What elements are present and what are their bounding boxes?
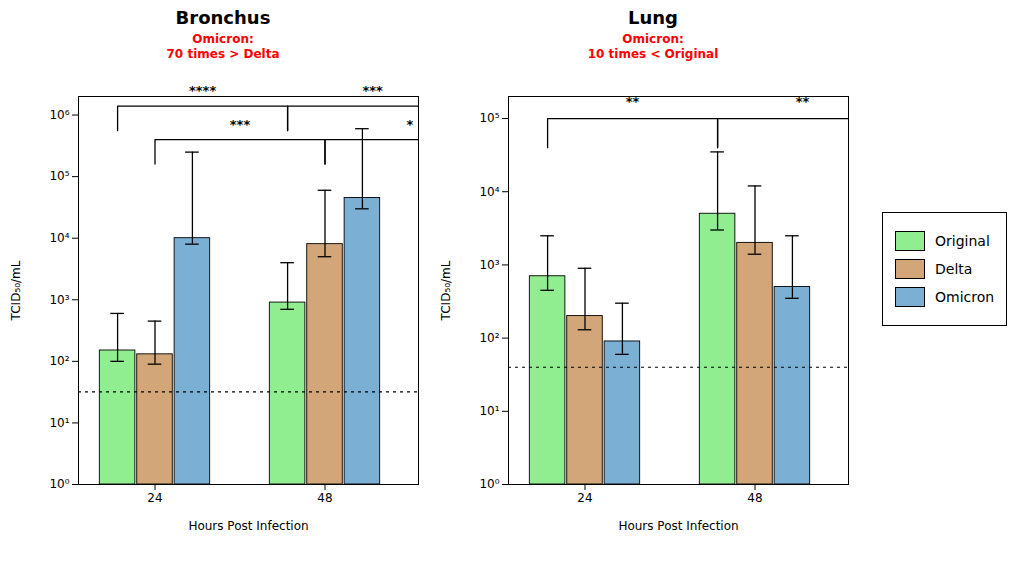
svg-text:***: *** — [362, 83, 383, 98]
html-text:Bronchus: Bronchus — [175, 7, 271, 28]
svg-text:10⁵: 10⁵ — [479, 111, 499, 125]
svg-text:Hours Post Infection: Hours Post Infection — [188, 519, 308, 533]
html-text:Omicron: Omicron — [935, 289, 995, 305]
svg-text:10⁵: 10⁵ — [49, 169, 69, 183]
svg-text:48: 48 — [747, 491, 762, 505]
svg-text:24: 24 — [147, 491, 162, 505]
svg-text:10¹: 10¹ — [479, 404, 499, 418]
html-text:Omicron: 10 times < Original: Omicron: 10 times < Original — [587, 32, 719, 61]
svg-text:****: **** — [189, 83, 216, 98]
svg-text:***: *** — [230, 117, 251, 132]
html-text:Delta: Delta — [935, 261, 973, 277]
svg-text:10³: 10³ — [479, 258, 499, 272]
svg-text:10⁰: 10⁰ — [479, 477, 499, 491]
svg-text:10⁰: 10⁰ — [49, 477, 69, 491]
svg-text:24: 24 — [577, 491, 592, 505]
svg-text:10²: 10² — [479, 331, 499, 345]
svg-text:**: ** — [626, 94, 640, 109]
svg-text:*: * — [407, 117, 414, 132]
svg-text:TCID₅₀/mL: TCID₅₀/mL — [439, 260, 453, 321]
svg-text:10³: 10³ — [49, 293, 69, 307]
svg-text:**: ** — [796, 94, 810, 109]
svg-text:10⁴: 10⁴ — [479, 185, 499, 199]
svg-text:48: 48 — [317, 491, 332, 505]
svg-text:TCID₅₀/mL: TCID₅₀/mL — [9, 260, 23, 321]
svg-text:Hours Post Infection: Hours Post Infection — [618, 519, 738, 533]
html-text:Lung: Lung — [628, 7, 678, 28]
svg-text:10⁶: 10⁶ — [49, 108, 69, 122]
svg-text:10¹: 10¹ — [49, 416, 69, 430]
html-text:Omicron: 70 times > Delta: Omicron: 70 times > Delta — [166, 32, 280, 61]
html-text:Original: Original — [935, 233, 990, 249]
svg-text:10⁴: 10⁴ — [49, 231, 69, 245]
svg-text:10²: 10² — [49, 354, 69, 368]
